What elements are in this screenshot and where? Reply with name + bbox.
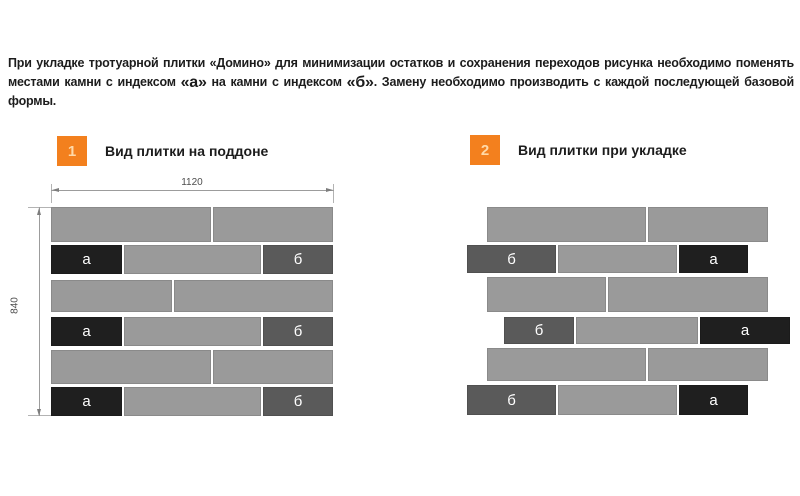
tile-gray bbox=[487, 277, 606, 312]
tile-gray bbox=[487, 348, 646, 381]
tile-label: б bbox=[293, 393, 303, 410]
section-1-badge: 1 bbox=[57, 136, 87, 166]
tile-label: а bbox=[740, 322, 750, 339]
tile-label: а bbox=[82, 323, 91, 340]
tile-label: б bbox=[293, 323, 303, 340]
tile-gray bbox=[213, 350, 333, 384]
tile-gray bbox=[558, 385, 677, 415]
tile-label: а bbox=[82, 251, 91, 268]
tile-a: а bbox=[51, 387, 122, 416]
extension-line-left bbox=[51, 184, 52, 203]
tile-a: а bbox=[700, 317, 790, 344]
tile-gray bbox=[124, 387, 261, 416]
section-1-title: Вид плитки на поддоне bbox=[105, 143, 269, 159]
tile-label: а bbox=[82, 393, 91, 410]
intro-part-2: на камни с индексом bbox=[206, 75, 347, 89]
index-a-highlight: «а» bbox=[180, 74, 207, 91]
arrow-down-icon bbox=[37, 409, 41, 416]
tile-b: б bbox=[263, 317, 333, 346]
tile-gray bbox=[213, 207, 333, 242]
tile-gray bbox=[51, 207, 211, 242]
section-2-badge: 2 bbox=[470, 135, 500, 165]
index-b-highlight: «б» bbox=[346, 74, 374, 91]
arrow-right-icon bbox=[326, 188, 333, 192]
arrow-up-icon bbox=[37, 208, 41, 215]
tile-gray bbox=[51, 280, 172, 312]
tile-gray bbox=[124, 317, 261, 346]
tile-label: б bbox=[507, 250, 516, 268]
tile-b: б bbox=[504, 317, 574, 344]
tile-gray bbox=[487, 207, 646, 242]
tile-gray bbox=[648, 348, 768, 381]
tile-gray bbox=[648, 207, 768, 242]
tile-b: б bbox=[263, 387, 333, 416]
tile-label: б bbox=[293, 251, 303, 268]
tile-gray bbox=[124, 245, 261, 274]
intro-part-1: При укладке тротуарной плитки «Домино» д… bbox=[8, 56, 794, 89]
tile-gray bbox=[576, 317, 698, 344]
tile-gray bbox=[51, 350, 211, 384]
arrow-left-icon bbox=[52, 188, 59, 192]
tile-gray bbox=[174, 280, 333, 312]
tile-b: б bbox=[467, 385, 556, 415]
intro-text: При укладке тротуарной плитки «Домино» д… bbox=[8, 54, 794, 111]
tile-a: а bbox=[679, 385, 748, 415]
tile-b: б bbox=[263, 245, 333, 274]
tile-a: а bbox=[679, 245, 748, 273]
tile-a: а bbox=[51, 317, 122, 346]
dimension-line-vertical bbox=[39, 207, 40, 416]
section-2-title: Вид плитки при укладке bbox=[518, 142, 687, 158]
width-dimension-label: 1120 bbox=[51, 177, 333, 188]
tile-gray bbox=[558, 245, 677, 273]
tile-label: а bbox=[709, 391, 718, 409]
tile-a: а bbox=[51, 245, 122, 274]
dimension-line-horizontal bbox=[51, 190, 334, 191]
width-dimension-value: 1120 bbox=[178, 177, 206, 188]
tile-label: а bbox=[709, 250, 718, 268]
extension-line-right bbox=[333, 184, 334, 203]
tile-label: б bbox=[507, 391, 516, 409]
tile-b: б bbox=[467, 245, 556, 273]
tile-label: б bbox=[534, 322, 544, 339]
intro-part-3: . Замену необходимо производить с каждой… bbox=[8, 75, 794, 108]
tile-gray bbox=[608, 277, 768, 312]
height-dimension-label: 840 bbox=[9, 297, 21, 314]
